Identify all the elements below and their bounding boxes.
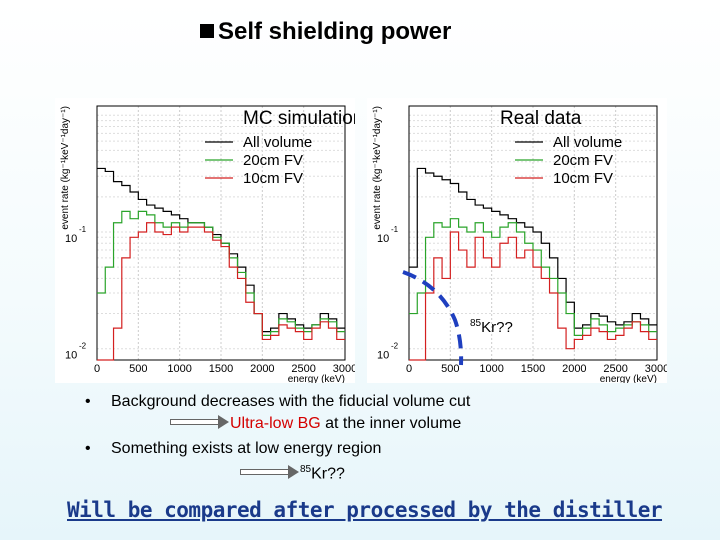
mc-x-axis-label: energy (keV) xyxy=(288,374,345,383)
bullet-2-text: Something exists at low energy region xyxy=(111,440,382,457)
real-chart-title: Real data xyxy=(500,108,582,129)
right-arrow-icon xyxy=(170,415,230,429)
mc-x-tick-label: 2500 xyxy=(291,363,315,375)
real-data-chart: 0 500 1000 1500 2000 2500 3000 10 -1 10 -2 energy (… xyxy=(367,98,667,383)
mc-plot-frame xyxy=(96,105,346,361)
mc-x-tick-label: 2000 xyxy=(250,363,274,375)
real-x-tick-label: 500 xyxy=(441,363,459,375)
real-series xyxy=(409,167,657,361)
bullet-2-sub-text: Kr?? xyxy=(311,465,345,483)
mc-series xyxy=(97,167,345,361)
mc-x-tick-label: 1000 xyxy=(167,363,191,375)
mc-simulation-chart: 0 500 1000 1500 2000 2500 3000 10 -1 10 -2 energy (… xyxy=(55,98,355,383)
real-x-tick-label: 1000 xyxy=(479,363,503,375)
real-y-tick-exponent: -1 xyxy=(391,225,399,234)
mc-legend-label: 10cm FV xyxy=(243,170,303,187)
square-bullet-icon xyxy=(200,24,214,38)
bullet-dot-icon: • xyxy=(85,440,91,457)
real-y-tick-exponent: -2 xyxy=(391,342,399,351)
real-x-tick-label: 0 xyxy=(406,363,412,375)
real-y-tick-label: 10 xyxy=(377,233,389,245)
real-x-tick-label: 1500 xyxy=(521,363,545,375)
slide-title-text: Self shielding power xyxy=(218,18,452,45)
real-x-tick-label: 2500 xyxy=(603,363,627,375)
ultra-low-bg-highlight: Ultra-low BG xyxy=(230,415,321,432)
real-legend-label: 10cm FV xyxy=(553,170,613,187)
real-x-tick-label: 2000 xyxy=(562,363,586,375)
real-x-tick-label: 3000 xyxy=(645,363,667,375)
mc-y-tick-exponent: -2 xyxy=(79,342,87,351)
real-y-axis-label: event rate (kg⁻¹keV⁻¹day⁻¹) xyxy=(372,106,383,230)
bullet-2-sub-sup: 85 xyxy=(300,464,312,475)
bullet-1-text: Background decreases with the fiducial v… xyxy=(111,393,471,410)
kr85-annotation: 85Kr?? xyxy=(470,318,513,336)
mc-y-tick-label: 10 xyxy=(65,350,77,362)
real-x-axis-label: energy (keV) xyxy=(600,374,657,383)
mc-series-10cm-fv xyxy=(97,222,345,361)
bullet-2-sub: 85Kr?? xyxy=(240,464,345,483)
real-legend-label: All volume xyxy=(553,134,622,151)
bullet-dot-icon: • xyxy=(85,393,91,410)
real-y-tick-label: 10 xyxy=(377,350,389,362)
bullet-2: • Something exists at low energy region xyxy=(85,440,381,458)
real-series-all-volume xyxy=(409,167,657,329)
kr85-annotation-text: Kr?? xyxy=(481,319,513,336)
real-series-20cm-fv xyxy=(409,218,657,336)
real-plot-frame xyxy=(408,105,658,361)
real-series-10cm-fv xyxy=(409,231,657,361)
real-legend-label: 20cm FV xyxy=(553,152,613,169)
mc-y-tick-label: 10 xyxy=(65,233,77,245)
mc-y-axis-label: event rate (kg⁻¹keV⁻¹day⁻¹) xyxy=(60,106,71,230)
mc-x-tick-label: 3000 xyxy=(333,363,355,375)
bullet-1-sub: Ultra-low BG at the inner volume xyxy=(170,415,461,433)
mc-x-tick-label: 500 xyxy=(129,363,147,375)
bullet-1-sub-suffix: at the inner volume xyxy=(320,415,462,432)
conclusion-text: Will be compared after processed by the … xyxy=(67,498,663,522)
mc-legend-label: All volume xyxy=(243,134,312,151)
mc-chart-title: MC simulation xyxy=(243,108,355,129)
mc-x-tick-label: 0 xyxy=(94,363,100,375)
right-arrow-icon xyxy=(240,465,300,480)
slide-title: Self shielding power xyxy=(200,18,451,46)
mc-legend-label: 20cm FV xyxy=(243,152,303,169)
mc-x-tick-label: 1500 xyxy=(209,363,233,375)
kr85-annotation-sup: 85 xyxy=(470,318,482,329)
mc-y-tick-exponent: -1 xyxy=(79,225,87,234)
bullet-1: • Background decreases with the fiducial … xyxy=(85,393,470,411)
